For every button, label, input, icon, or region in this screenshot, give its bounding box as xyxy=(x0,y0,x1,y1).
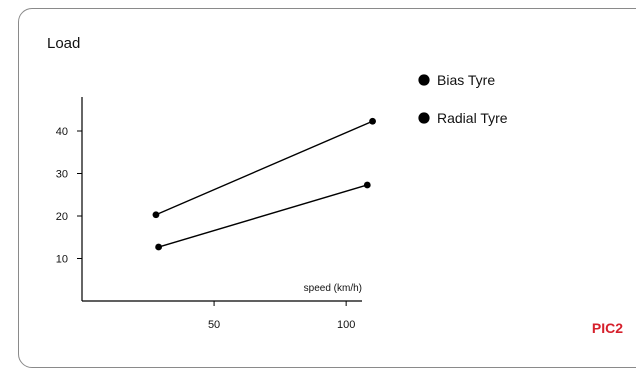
legend-label-radial-tyre: Radial Tyre xyxy=(437,110,508,126)
figure-tag: PIC2 xyxy=(592,320,623,336)
bias-tyre-point xyxy=(369,117,376,125)
legend-marker-bias-tyre xyxy=(418,74,430,86)
x-tick-label: 100 xyxy=(337,319,355,331)
y-tick-label: 10 xyxy=(56,254,68,266)
legend-marker-radial-tyre xyxy=(418,112,430,124)
legend-label-bias-tyre: Bias Tyre xyxy=(437,72,495,88)
bias-tyre-line xyxy=(155,120,373,216)
y-tick-label: 30 xyxy=(56,169,68,181)
radial-tyre-point xyxy=(155,243,163,251)
y-tick-label: 40 xyxy=(56,126,68,138)
chart-canvas: Load 10 20 30 40 50 100 speed (km/h) Bias Ty… xyxy=(47,35,623,336)
chart-title: Load xyxy=(47,35,80,52)
x-axis-label: speed (km/h) xyxy=(304,283,362,294)
radial-tyre-point xyxy=(363,181,371,189)
y-tick-label: 20 xyxy=(56,211,68,223)
x-tick-label: 50 xyxy=(208,319,220,331)
radial-tyre-line xyxy=(158,184,368,248)
bias-tyre-point xyxy=(152,211,160,219)
